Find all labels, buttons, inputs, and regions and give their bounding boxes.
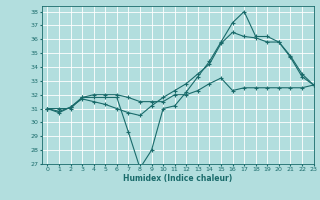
X-axis label: Humidex (Indice chaleur): Humidex (Indice chaleur)	[123, 174, 232, 183]
